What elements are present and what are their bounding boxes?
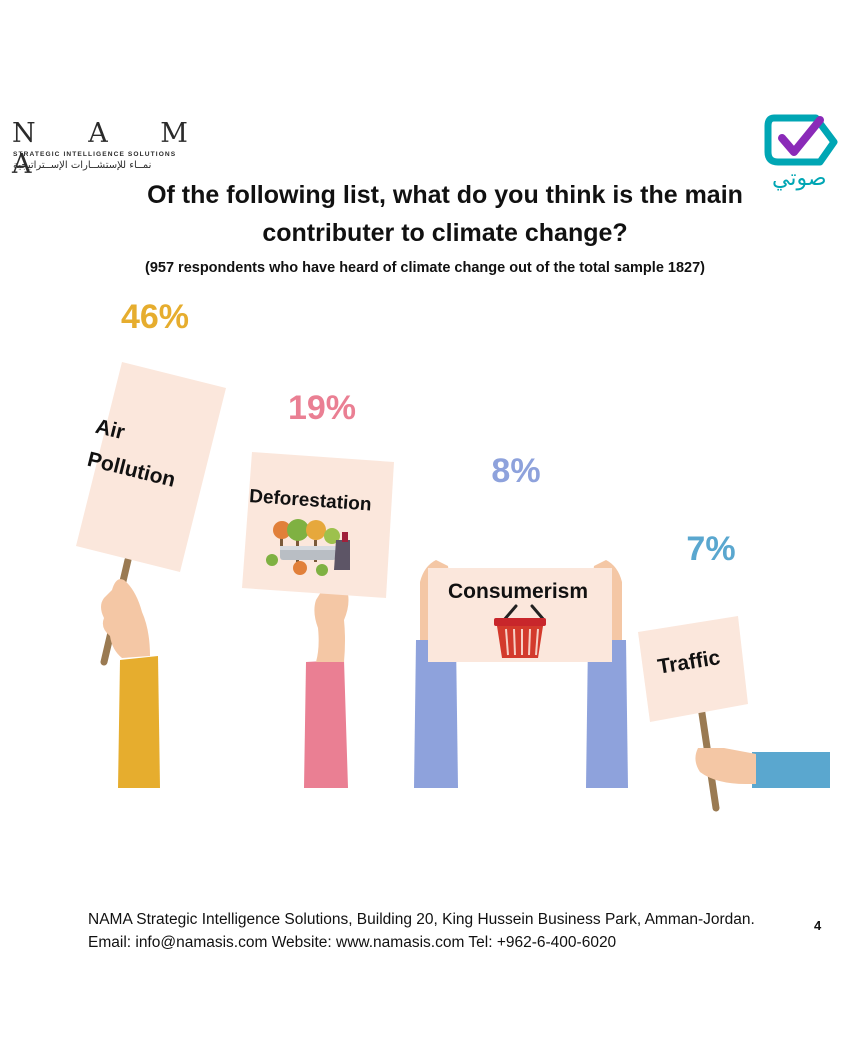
teal-sleeve [752, 752, 830, 788]
deforestation-icon [266, 519, 350, 576]
page-number: 4 [814, 918, 822, 933]
air-pollution-sign-group [76, 362, 226, 788]
sawti-logo: صوتي [764, 112, 840, 196]
hand [695, 748, 756, 784]
air-pollution-sign [76, 362, 226, 572]
consumerism-sign-group [414, 560, 628, 788]
footer: NAMA Strategic Intelligence Solutions, B… [88, 908, 788, 954]
page-title: Of the following list, what do you think… [60, 176, 830, 252]
sawti-logo-text: صوتي [772, 166, 827, 191]
title-line-2: contributer to climate change? [262, 219, 628, 247]
chart-subtitle: (957 respondents who have heard of clima… [145, 260, 705, 276]
title-line-1: Of the following list, what do you think… [147, 181, 743, 209]
blue-sleeve-right [586, 640, 628, 788]
traffic-sign [638, 616, 748, 722]
pink-sleeve [304, 660, 348, 788]
hand [101, 579, 150, 658]
nama-logo-subtitle: STRATEGIC INTELLIGENCE SOLUTIONS [13, 151, 177, 158]
chart-illustration: 46% 19% 8% 7% [76, 298, 830, 812]
nama-logo-word: N A M A [12, 118, 210, 180]
value-label-consumerism: 8% [491, 452, 540, 490]
nama-logo-arabic: نمــاء للإستشــارات الإســتراتيجية [13, 160, 152, 171]
footer-address: NAMA Strategic Intelligence Solutions, B… [88, 911, 755, 928]
yellow-sleeve [118, 656, 160, 788]
deforestation-sign-group [242, 452, 394, 788]
value-label-traffic: 7% [686, 530, 735, 568]
footer-contact: Email: info@namasis.com Website: www.nam… [88, 934, 617, 951]
traffic-sign-group [638, 616, 830, 812]
value-label-air-pollution: 46% [121, 298, 189, 336]
nama-logo: N A M A STRATEGIC INTELLIGENCE SOLUTIONS… [12, 118, 212, 180]
consumerism-label: Consumerism [448, 580, 589, 603]
blue-sleeve-left [414, 640, 458, 788]
value-label-deforestation: 19% [288, 389, 356, 427]
hand [314, 583, 349, 662]
shopping-basket-icon [494, 604, 546, 658]
value-labels: 46% 19% 8% 7% [121, 298, 736, 568]
checkmark-bubble-icon [764, 114, 838, 166]
